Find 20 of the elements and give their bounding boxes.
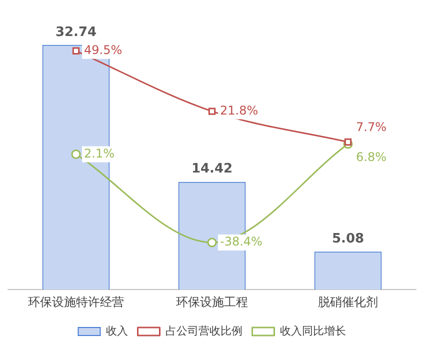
point	[71, 149, 81, 159]
x-tick-label: 脱硝催化剂	[318, 294, 378, 309]
point	[72, 47, 80, 54]
data-label: -38.4%	[220, 234, 262, 249]
point	[208, 108, 216, 115]
legend-label: 收入同比增长	[280, 324, 346, 338]
data-label: 5.08	[332, 232, 364, 247]
data-label: 32.74	[55, 24, 97, 40]
legend-label: 收入	[106, 324, 128, 338]
data-label: 7.7%	[356, 120, 386, 134]
data-label: 2.1%	[84, 146, 114, 160]
data-label: 6.8%	[356, 150, 386, 164]
data-label: 14.42	[191, 162, 233, 177]
x-tick-label: 环保设施特许经营	[28, 294, 124, 309]
data-label: 49.5%	[84, 43, 122, 58]
legend-label: 占公司营收比例	[165, 324, 242, 338]
x-tick-label: 环保设施工程	[176, 294, 248, 309]
point	[344, 138, 352, 146]
data-label: 21.8%	[220, 103, 258, 118]
point	[207, 238, 217, 248]
